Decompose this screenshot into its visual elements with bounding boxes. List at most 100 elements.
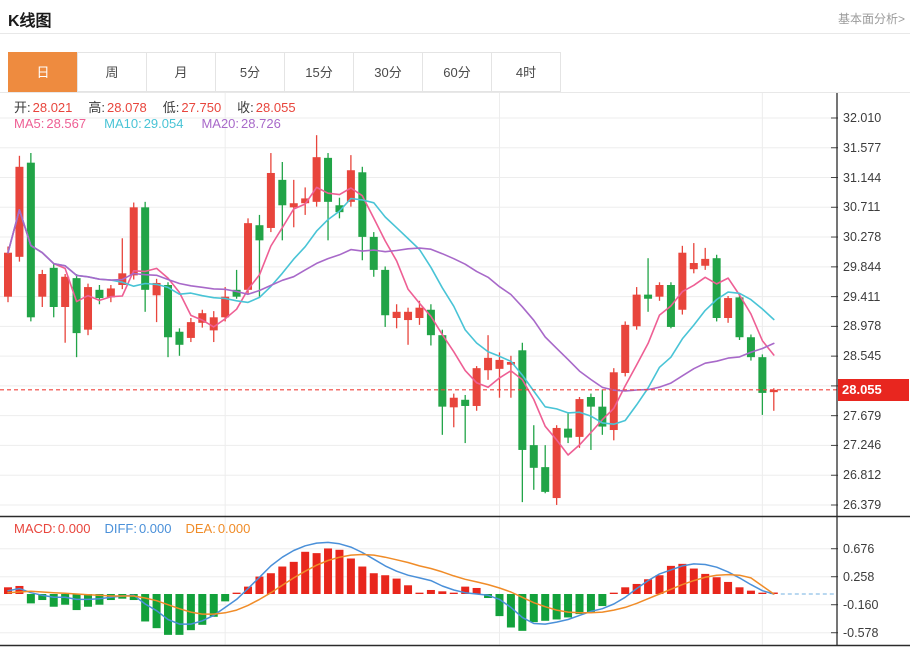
candle [129, 207, 138, 276]
ma20-readout: MA20: 28.726 [201, 116, 280, 131]
candle [106, 288, 115, 298]
candle [198, 313, 207, 323]
y-axis-label: 0.676 [843, 541, 875, 556]
macd-histogram-bar [392, 578, 401, 594]
current-price-value: 28.055 [842, 381, 882, 397]
candle [449, 397, 458, 408]
tab-min30[interactable]: 30分 [353, 52, 423, 92]
macd-histogram-bar [346, 558, 355, 594]
macd-histogram-bar [426, 589, 435, 594]
candle [266, 172, 275, 228]
candle [472, 368, 481, 406]
candle [324, 157, 333, 202]
macd-histogram-bar [209, 594, 218, 617]
low-label: 低: [162, 100, 180, 115]
candle [644, 294, 653, 299]
y-axis-label: 29.844 [843, 259, 882, 274]
macd-histogram-bar [61, 594, 70, 605]
candle [461, 399, 470, 406]
y-axis-label: 26.812 [843, 468, 882, 483]
macd-histogram-bar [129, 594, 138, 601]
y-axis-label: 28.978 [843, 319, 882, 334]
macd-histogram-bar [529, 594, 538, 623]
candle [518, 350, 527, 450]
macd-histogram-bar [358, 566, 367, 594]
macd-readout: MACD: 0.000 [14, 521, 90, 536]
macd-histogram-bar [221, 594, 230, 602]
y-axis-label: 31.577 [843, 140, 882, 155]
candle [712, 258, 721, 318]
macd-histogram-bar [244, 586, 253, 594]
ma5-readout: MA5: 28.567 [14, 116, 86, 131]
ma5-value: 28.567 [46, 116, 87, 131]
macd-histogram-bar [564, 594, 573, 618]
macd-histogram-bar [758, 592, 767, 594]
dea-label: DEA: [185, 521, 216, 536]
candle [484, 357, 493, 371]
macd-histogram-bar [666, 565, 675, 594]
macd-histogram-bar [506, 594, 515, 628]
candle [278, 179, 287, 206]
candle [758, 357, 767, 393]
candle [426, 309, 435, 336]
candle [209, 317, 218, 331]
candle [598, 406, 607, 427]
y-axis-label: 27.679 [843, 408, 882, 423]
diff-label: DIFF: [104, 521, 137, 536]
macd-histogram-bar [735, 587, 744, 594]
tab-min5[interactable]: 5分 [215, 52, 285, 92]
candle [346, 170, 355, 202]
macd-histogram-bar [472, 587, 481, 594]
ma5-label: MA5: [14, 116, 45, 131]
macd-histogram-bar [621, 587, 630, 594]
macd-histogram-bar [301, 551, 310, 594]
candle [746, 337, 755, 358]
ma10-value: 29.054 [143, 116, 184, 131]
candle [495, 359, 504, 369]
tab-week[interactable]: 周 [77, 52, 147, 92]
fundamental-analysis-link[interactable]: 基本面分析> [837, 12, 905, 26]
close-label: 收: [237, 100, 254, 115]
macd-histogram-bar [461, 586, 470, 594]
candle [255, 225, 264, 241]
candle [381, 269, 390, 316]
ma10-label: MA10: [104, 116, 142, 131]
tab-min60[interactable]: 60分 [422, 52, 492, 92]
candle [335, 205, 344, 213]
macd-histogram-bar [644, 579, 653, 594]
tab-hour4[interactable]: 4时 [491, 52, 561, 92]
candle [289, 203, 298, 208]
ma20-label: MA20: [201, 116, 240, 131]
y-axis-label: -0.160 [843, 597, 879, 612]
macd-histogram-bar [678, 563, 687, 594]
candle [369, 236, 378, 270]
macd-histogram-bar [232, 592, 241, 594]
diff-readout: DIFF: 0.000 [104, 521, 171, 536]
tab-day[interactable]: 日 [8, 52, 78, 92]
dea-line [7, 553, 775, 615]
macd-histogram-bar [552, 594, 561, 620]
macd-histogram-bar [381, 575, 390, 594]
open-value: 28.021 [32, 100, 73, 115]
candle [152, 282, 161, 296]
candle [724, 298, 733, 318]
candle [632, 294, 641, 327]
tab-month[interactable]: 月 [146, 52, 216, 92]
ma10-line [7, 197, 775, 426]
macd-histogram-bar [84, 594, 93, 607]
candle [72, 278, 81, 334]
ma-legend: MA5: 28.567 MA10: 29.054 MA20: 28.726 [14, 116, 281, 131]
macd-histogram-bar [198, 594, 207, 625]
candle [564, 428, 573, 438]
macd-value: 0.000 [57, 521, 91, 536]
candle [221, 296, 230, 318]
candle [506, 361, 515, 365]
tab-min15[interactable]: 15分 [284, 52, 354, 92]
candle [312, 157, 321, 202]
candle [49, 267, 58, 307]
macd-histogram-bar [609, 592, 618, 594]
low-readout: 低: 27.750 [163, 97, 221, 116]
dea-value: 0.000 [217, 521, 251, 536]
candle [678, 252, 687, 310]
